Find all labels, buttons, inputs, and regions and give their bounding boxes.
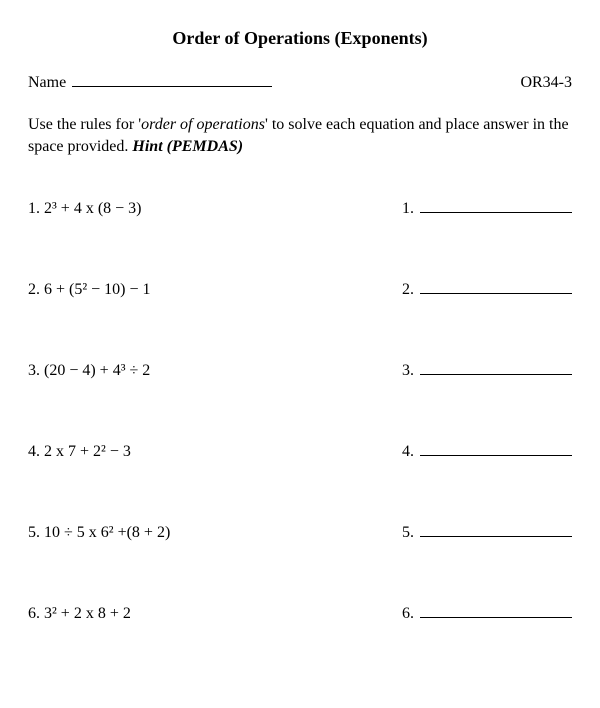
answer-blank-line[interactable]	[420, 359, 572, 375]
name-label: Name	[28, 74, 66, 92]
problem-row: 3. (20 − 4) + 4³ ÷ 2 3.	[28, 359, 572, 380]
problem-expression: 5. 10 ÷ 5 x 6² +(8 + 2)	[28, 524, 402, 542]
answer-field: 5.	[402, 521, 572, 542]
answer-number: 1.	[402, 200, 414, 218]
answer-field: 6.	[402, 602, 572, 623]
answer-field: 3.	[402, 359, 572, 380]
problem-row: 5. 10 ÷ 5 x 6² +(8 + 2) 5.	[28, 521, 572, 542]
problem-row: 2. 6 + (5² − 10) − 1 2.	[28, 278, 572, 299]
worksheet-code: OR34-3	[520, 74, 572, 92]
problem-expression: 4. 2 x 7 + 2² − 3	[28, 443, 402, 461]
answer-number: 6.	[402, 605, 414, 623]
answer-number: 5.	[402, 524, 414, 542]
answer-blank-line[interactable]	[420, 278, 572, 294]
name-blank-line[interactable]	[72, 71, 272, 87]
problem-row: 1. 2³ + 4 x (8 − 3) 1.	[28, 197, 572, 218]
answer-number: 2.	[402, 281, 414, 299]
problem-expression: 2. 6 + (5² − 10) − 1	[28, 281, 402, 299]
answer-field: 2.	[402, 278, 572, 299]
instructions-prefix: Use the rules for '	[28, 116, 141, 133]
problem-number: 1.	[28, 200, 40, 217]
problem-number: 3.	[28, 362, 40, 379]
problem-expression: 1. 2³ + 4 x (8 − 3)	[28, 200, 402, 218]
problem-text: 10 ÷ 5 x 6² +(8 + 2)	[44, 524, 170, 541]
problem-expression: 3. (20 − 4) + 4³ ÷ 2	[28, 362, 402, 380]
name-field: Name	[28, 71, 272, 92]
answer-blank-line[interactable]	[420, 440, 572, 456]
answer-field: 1.	[402, 197, 572, 218]
header-row: Name OR34-3	[28, 71, 572, 92]
instructions-text: Use the rules for 'order of operations' …	[28, 114, 572, 159]
problem-text: 2³ + 4 x (8 − 3)	[44, 200, 142, 217]
problems-list: 1. 2³ + 4 x (8 − 3) 1. 2. 6 + (5² − 10) …	[28, 197, 572, 623]
answer-number: 4.	[402, 443, 414, 461]
problem-text: 3² + 2 x 8 + 2	[44, 605, 131, 622]
answer-blank-line[interactable]	[420, 197, 572, 213]
problem-number: 5.	[28, 524, 40, 541]
problem-number: 6.	[28, 605, 40, 622]
answer-number: 3.	[402, 362, 414, 380]
problem-expression: 6. 3² + 2 x 8 + 2	[28, 605, 402, 623]
instructions-hint: Hint (PEMDAS)	[132, 138, 243, 155]
problem-row: 6. 3² + 2 x 8 + 2 6.	[28, 602, 572, 623]
problem-number: 2.	[28, 281, 40, 298]
answer-field: 4.	[402, 440, 572, 461]
problem-number: 4.	[28, 443, 40, 460]
problem-text: 6 + (5² − 10) − 1	[44, 281, 151, 298]
page-title: Order of Operations (Exponents)	[28, 28, 572, 49]
problem-text: 2 x 7 + 2² − 3	[44, 443, 131, 460]
answer-blank-line[interactable]	[420, 602, 572, 618]
problem-text: (20 − 4) + 4³ ÷ 2	[44, 362, 150, 379]
instructions-italic: order of operations	[141, 116, 265, 133]
answer-blank-line[interactable]	[420, 521, 572, 537]
problem-row: 4. 2 x 7 + 2² − 3 4.	[28, 440, 572, 461]
